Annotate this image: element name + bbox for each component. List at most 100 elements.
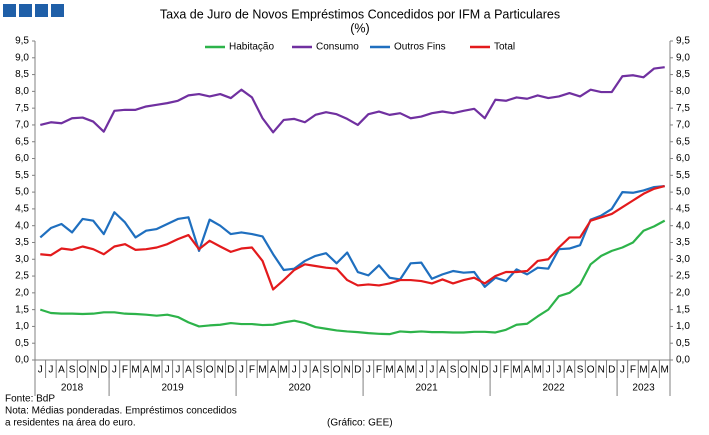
y2-tick-label: 5,5 (676, 170, 690, 181)
y-tick-label: 1,5 (15, 304, 29, 315)
y2-tick-label: 9,5 (676, 36, 690, 47)
x-tick-label: N (471, 365, 478, 376)
y-tick-label: 1,0 (15, 321, 29, 332)
x-tick-label: A (397, 365, 404, 376)
x-tick-label: F (630, 365, 636, 376)
x-tick-label: M (258, 365, 266, 376)
x-tick-label: A (58, 365, 65, 376)
logo-square (19, 4, 32, 17)
year-label: 2022 (542, 383, 565, 394)
y-tick-label: 3,0 (15, 254, 29, 265)
y-tick-label: 2,5 (15, 271, 29, 282)
x-tick-label: S (196, 365, 203, 376)
x-tick-label: N (598, 365, 605, 376)
x-tick-label: O (333, 365, 341, 376)
y2-tick-label: 7,0 (676, 120, 690, 131)
x-tick-label: M (407, 365, 415, 376)
x-tick-label: J (493, 365, 498, 376)
x-tick-label: A (439, 365, 446, 376)
x-tick-label: M (153, 365, 161, 376)
chart-title: Taxa de Juro de Novos Empréstimos Conced… (160, 7, 560, 21)
legend-label: Total (494, 42, 515, 53)
x-tick-label: M (385, 365, 393, 376)
series-line (39, 219, 666, 336)
x-tick-label: O (460, 365, 468, 376)
x-tick-label: J (239, 365, 244, 376)
y2-tick-label: 3,5 (676, 237, 690, 248)
y-tick-label: 2,0 (15, 287, 29, 298)
year-label: 2021 (415, 383, 438, 394)
x-tick-label: J (556, 365, 561, 376)
x-tick-label: J (419, 365, 424, 376)
series-line (39, 184, 665, 288)
x-tick-label: J (302, 365, 307, 376)
x-tick-label: S (450, 365, 457, 376)
year-label: 2018 (61, 383, 84, 394)
x-tick-label: M (512, 365, 520, 376)
x-tick-label: F (122, 365, 128, 376)
year-label: 2019 (161, 383, 184, 394)
y2-tick-label: 2,5 (676, 271, 690, 282)
x-tick-label: J (38, 365, 43, 376)
x-tick-label: S (577, 365, 584, 376)
x-tick-label: O (206, 365, 214, 376)
y-tick-label: 4,0 (15, 220, 29, 231)
y2-tick-label: 6,5 (676, 136, 690, 147)
x-tick-label: J (112, 365, 117, 376)
x-tick-label: A (312, 365, 319, 376)
legend-label: Outros Fins (394, 42, 446, 53)
y2-tick-label: 3,0 (676, 254, 690, 265)
x-tick-label: A (143, 365, 150, 376)
logo (3, 4, 64, 17)
x-tick-label: J (175, 365, 180, 376)
y2-tick-label: 8,5 (676, 69, 690, 80)
x-tick-label: O (587, 365, 595, 376)
x-tick-label: M (131, 365, 139, 376)
y-tick-label: 7,0 (15, 120, 29, 131)
x-tick-label: N (217, 365, 224, 376)
y-tick-label: 0,0 (15, 355, 29, 366)
x-tick-label: N (344, 365, 351, 376)
chart-subtitle: (%) (350, 21, 369, 35)
x-tick-label: J (546, 365, 551, 376)
y2-tick-label: 4,5 (676, 204, 690, 215)
x-tick-label: D (100, 365, 107, 376)
y-tick-label: 8,0 (15, 86, 29, 97)
x-tick-label: A (185, 365, 192, 376)
y2-tick-label: 8,0 (676, 86, 690, 97)
y2-tick-label: 1,0 (676, 321, 690, 332)
y2-tick-label: 5,0 (676, 187, 690, 198)
y2-tick-label: 7,5 (676, 103, 690, 114)
y2-tick-label: 4,0 (676, 220, 690, 231)
y-tick-label: 3,5 (15, 237, 29, 248)
y-tick-label: 9,5 (15, 36, 29, 47)
x-tick-label: J (292, 365, 297, 376)
note: a residentes na área do euro. (5, 418, 136, 429)
x-tick-label: D (354, 365, 361, 376)
legend-label: Consumo (316, 42, 359, 53)
year-label: 2020 (288, 383, 311, 394)
y-tick-label: 8,5 (15, 69, 29, 80)
x-tick-label: F (376, 365, 382, 376)
x-tick-label: A (651, 365, 658, 376)
x-tick-label: J (48, 365, 53, 376)
source-note: Fonte: BdP (5, 394, 55, 405)
series-line (40, 66, 665, 134)
y-tick-label: 5,0 (15, 187, 29, 198)
y-tick-label: 6,5 (15, 136, 29, 147)
x-tick-label: A (270, 365, 277, 376)
logo-square (3, 4, 16, 17)
x-tick-label: M (661, 365, 669, 376)
y-tick-label: 7,5 (15, 103, 29, 114)
x-tick-label: D (608, 365, 615, 376)
y2-tick-label: 0,5 (676, 338, 690, 349)
x-tick-label: D (227, 365, 234, 376)
y2-tick-label: 2,0 (676, 287, 690, 298)
y2-tick-label: 9,0 (676, 52, 690, 63)
logo-square (51, 4, 64, 17)
y-tick-label: 4,5 (15, 204, 29, 215)
y-tick-label: 6,0 (15, 153, 29, 164)
x-tick-label: A (566, 365, 573, 376)
x-tick-label: D (481, 365, 488, 376)
